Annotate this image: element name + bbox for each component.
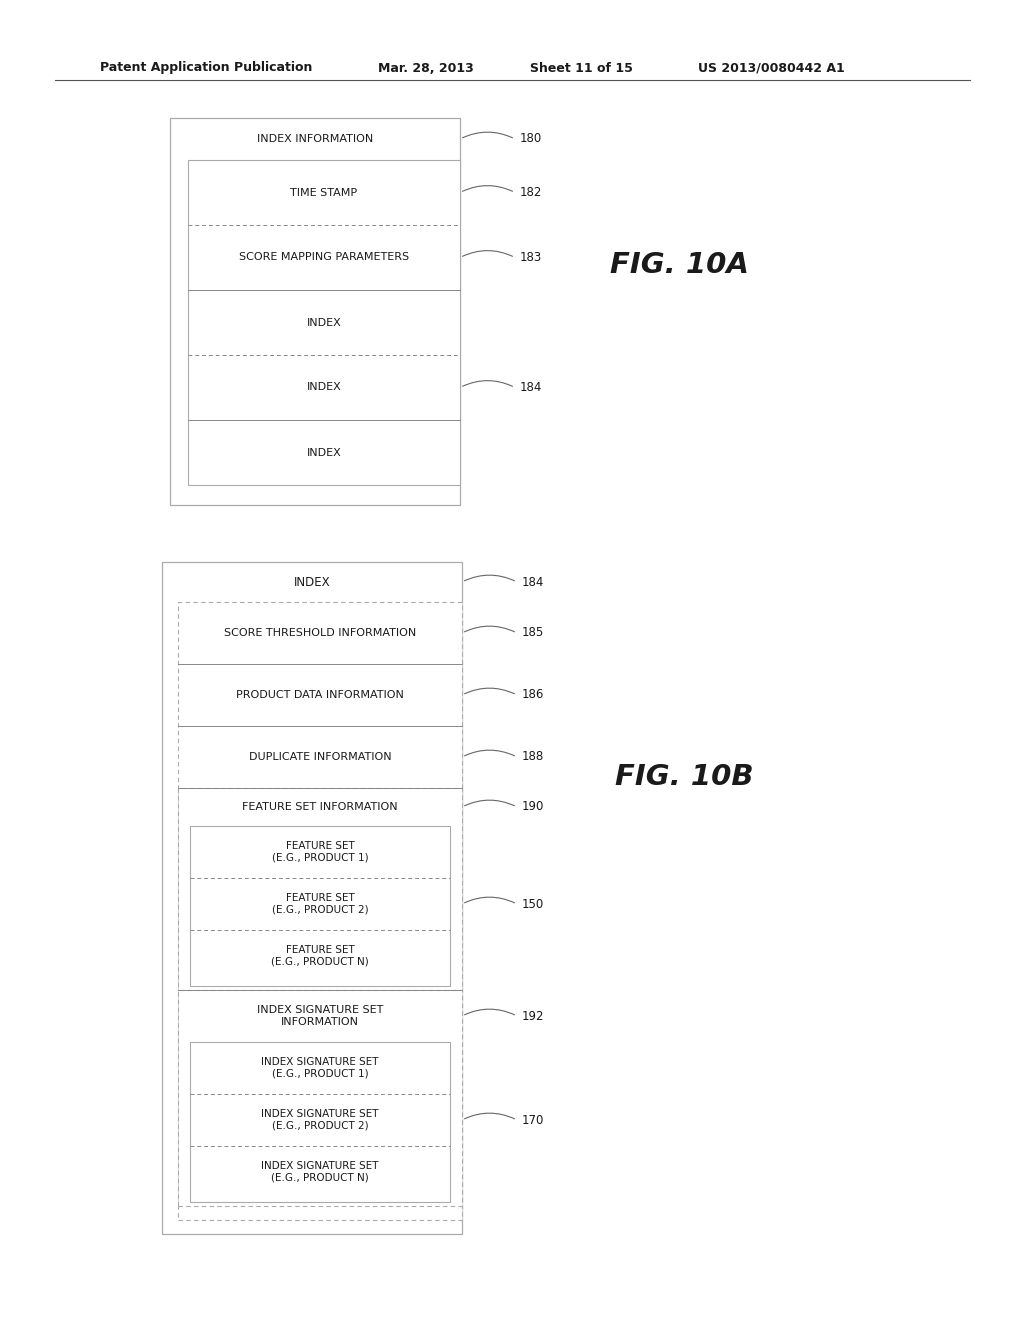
- Text: FEATURE SET
(E.G., PRODUCT 1): FEATURE SET (E.G., PRODUCT 1): [271, 841, 369, 863]
- Bar: [190, 1041, 450, 1203]
- Text: INDEX SIGNATURE SET
INFORMATION: INDEX SIGNATURE SET INFORMATION: [257, 1006, 383, 1027]
- Text: PRODUCT DATA INFORMATION: PRODUCT DATA INFORMATION: [237, 690, 403, 700]
- Bar: [188, 160, 460, 484]
- Bar: [162, 562, 462, 1234]
- Text: 150: 150: [522, 898, 544, 911]
- Text: INDEX SIGNATURE SET
(E.G., PRODUCT 1): INDEX SIGNATURE SET (E.G., PRODUCT 1): [261, 1057, 379, 1078]
- Text: 190: 190: [522, 800, 545, 813]
- Text: FEATURE SET INFORMATION: FEATURE SET INFORMATION: [243, 803, 397, 812]
- Text: 184: 184: [522, 576, 545, 589]
- Text: 188: 188: [522, 751, 544, 763]
- Bar: [178, 788, 462, 990]
- Text: SCORE THRESHOLD INFORMATION: SCORE THRESHOLD INFORMATION: [224, 628, 416, 638]
- Bar: [190, 826, 450, 986]
- Text: INDEX INFORMATION: INDEX INFORMATION: [257, 135, 373, 144]
- Text: 180: 180: [520, 132, 543, 145]
- Bar: [170, 117, 460, 506]
- Text: SCORE MAPPING PARAMETERS: SCORE MAPPING PARAMETERS: [239, 252, 409, 263]
- Text: INDEX SIGNATURE SET
(E.G., PRODUCT 2): INDEX SIGNATURE SET (E.G., PRODUCT 2): [261, 1109, 379, 1131]
- Text: FEATURE SET
(E.G., PRODUCT 2): FEATURE SET (E.G., PRODUCT 2): [271, 894, 369, 915]
- Text: INDEX: INDEX: [294, 576, 331, 589]
- Text: INDEX: INDEX: [306, 383, 341, 392]
- Text: US 2013/0080442 A1: US 2013/0080442 A1: [698, 62, 845, 74]
- Text: Patent Application Publication: Patent Application Publication: [100, 62, 312, 74]
- Text: 184: 184: [520, 381, 543, 393]
- Text: Sheet 11 of 15: Sheet 11 of 15: [530, 62, 633, 74]
- Text: INDEX SIGNATURE SET
(E.G., PRODUCT N): INDEX SIGNATURE SET (E.G., PRODUCT N): [261, 1162, 379, 1183]
- Text: Mar. 28, 2013: Mar. 28, 2013: [378, 62, 474, 74]
- Text: 183: 183: [520, 251, 543, 264]
- Bar: [178, 990, 462, 1206]
- Text: FEATURE SET
(E.G., PRODUCT N): FEATURE SET (E.G., PRODUCT N): [271, 945, 369, 966]
- Text: FIG. 10A: FIG. 10A: [610, 251, 749, 279]
- Text: 170: 170: [522, 1114, 545, 1126]
- Bar: [178, 602, 462, 1220]
- Text: 182: 182: [520, 186, 543, 199]
- Text: FIG. 10B: FIG. 10B: [615, 763, 754, 791]
- Text: 185: 185: [522, 627, 544, 639]
- Text: INDEX: INDEX: [306, 447, 341, 458]
- Text: DUPLICATE INFORMATION: DUPLICATE INFORMATION: [249, 752, 391, 762]
- Text: TIME STAMP: TIME STAMP: [291, 187, 357, 198]
- Text: 192: 192: [522, 1010, 545, 1023]
- Text: INDEX: INDEX: [306, 318, 341, 327]
- Text: 186: 186: [522, 689, 545, 701]
